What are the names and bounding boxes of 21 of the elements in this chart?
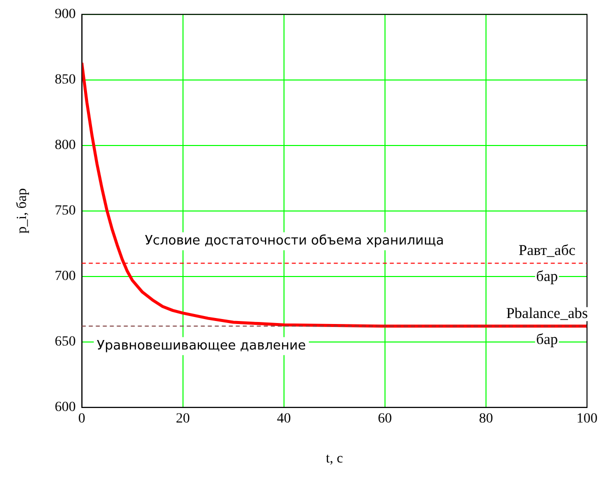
y-axis-title: p_i, бар [15,188,30,234]
x-tick-label: 20 [176,411,190,426]
annotation: Pbalance_abs [506,306,588,322]
annotation: бар [536,269,558,286]
x-tick-label: 100 [576,411,598,426]
x-tick-label: 40 [276,411,291,426]
y-tick-label: 600 [54,400,76,416]
annotation: Pавт_абс [518,243,576,260]
annotation: бар [536,332,558,348]
ref-line-label: Уравновешивающее давление [96,338,306,354]
x-tick-label: 80 [478,411,493,426]
y-tick-label: 900 [54,7,76,22]
ref-line-label: Условие достаточности объема хранилища [144,234,444,249]
y-tick-label: 700 [54,269,76,284]
x-tick-label: 60 [378,411,392,426]
y-tick-label: 850 [54,72,76,88]
x-tick-label: 0 [78,411,86,426]
y-tick-label: 650 [54,334,76,350]
y-tick-label: 800 [54,138,76,154]
y-tick-label: 750 [54,204,76,219]
x-axis-title: t, c [326,451,343,466]
